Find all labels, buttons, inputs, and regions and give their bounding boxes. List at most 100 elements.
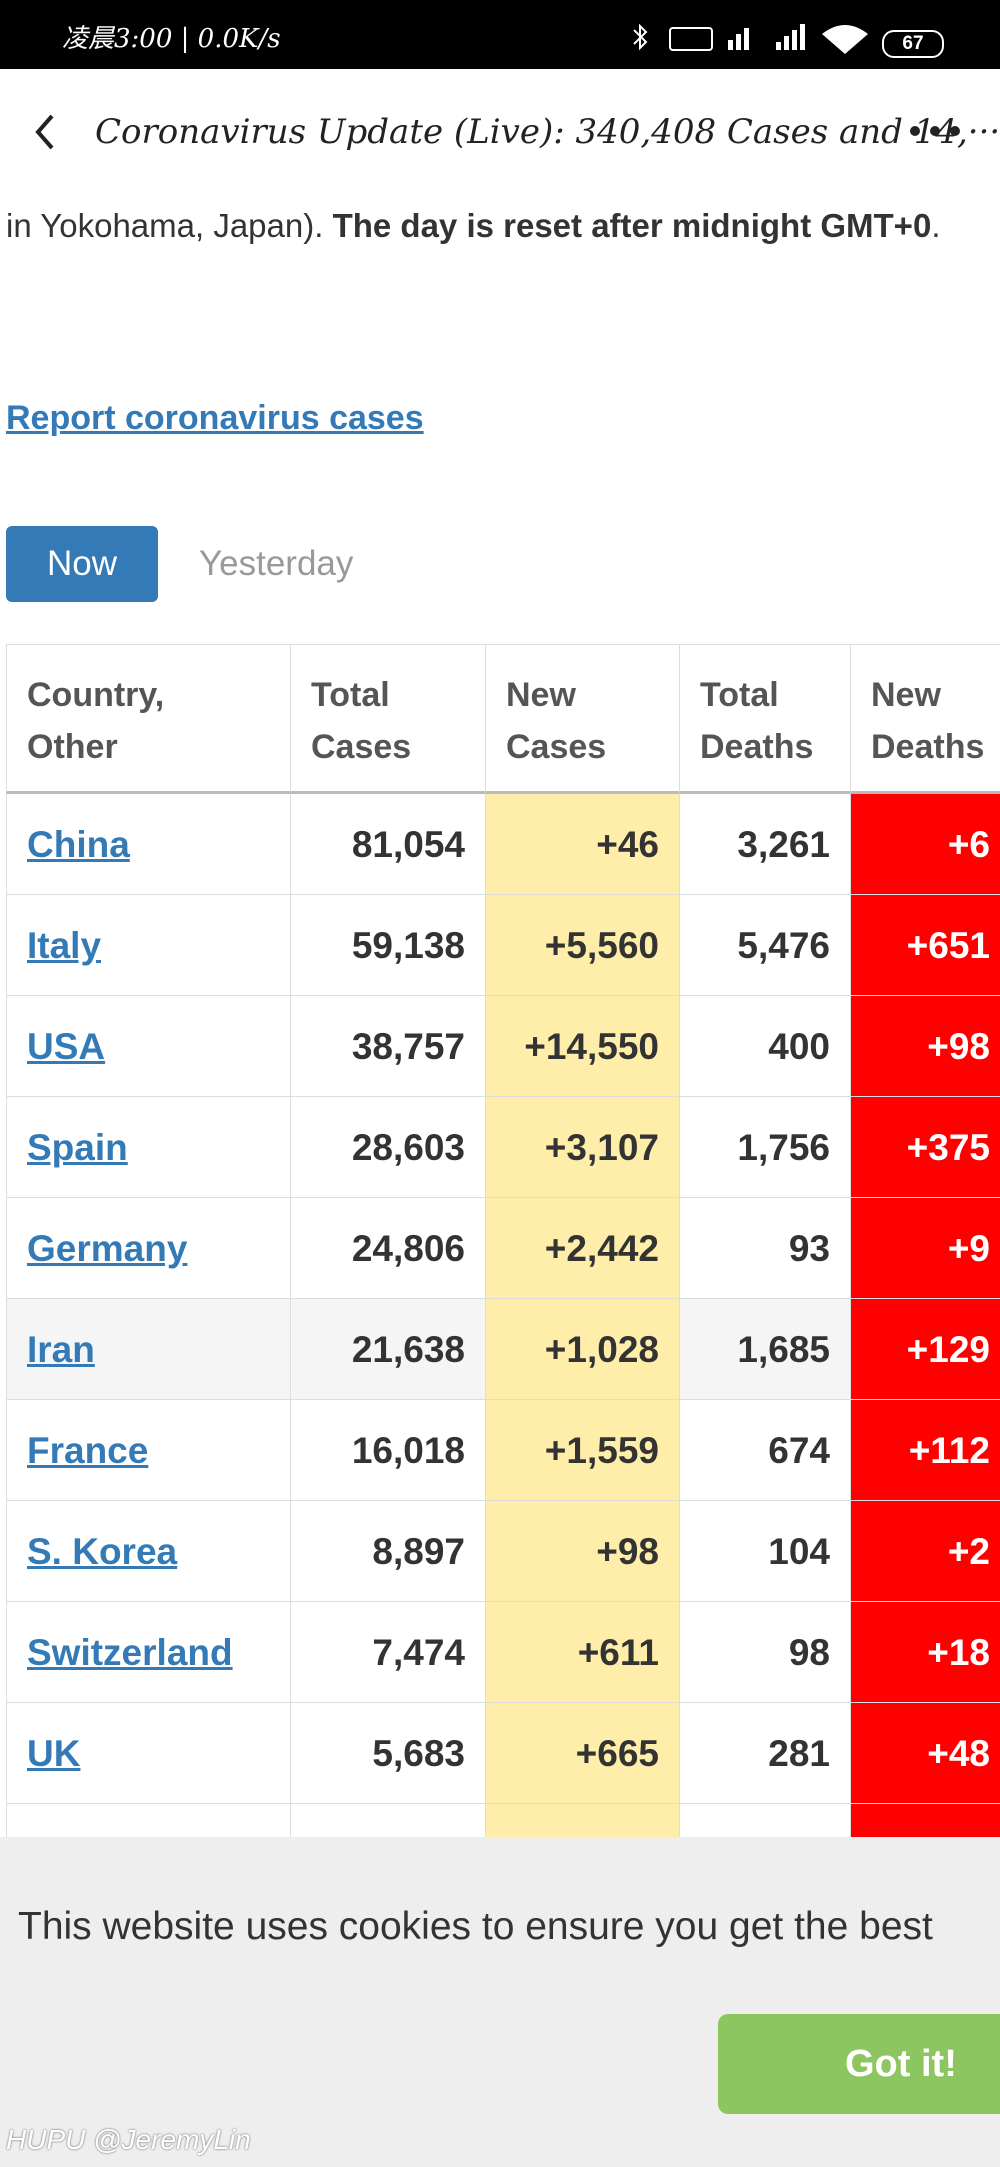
- cell-value: +112: [908, 1430, 990, 1471]
- number-cell: +46: [486, 794, 680, 895]
- intro-bold: The day is reset after midnight GMT+0: [332, 207, 932, 244]
- number-cell: +98: [851, 996, 1000, 1097]
- status-text: 凌晨3:00 | 0.0K/s: [62, 24, 281, 54]
- number-cell: +9: [851, 1198, 1000, 1299]
- cell-value: +98: [927, 1026, 990, 1067]
- number-cell: 38,757: [291, 996, 486, 1097]
- country-link[interactable]: Switzerland: [6, 1602, 291, 1703]
- cell-value: +98: [596, 1531, 659, 1572]
- cell-value: +2: [947, 1531, 990, 1572]
- column-header: Total Deaths: [680, 644, 851, 794]
- number-cell: 21,638: [291, 1299, 486, 1400]
- column-header: New Deaths: [851, 644, 1000, 794]
- tab-yesterday[interactable]: Yesterday: [199, 544, 354, 583]
- tab-now[interactable]: Now: [6, 526, 158, 602]
- number-cell: +18: [851, 1602, 1000, 1703]
- cell-value: +46: [596, 824, 659, 865]
- cookie-text: This website uses cookies to ensure you …: [18, 1905, 933, 1948]
- number-cell: 98: [680, 1602, 851, 1703]
- number-cell: 674: [680, 1400, 851, 1501]
- country-link[interactable]: Germany: [6, 1198, 291, 1299]
- number-cell: 28,603: [291, 1097, 486, 1198]
- cell-value: +18: [927, 1632, 990, 1673]
- cell-value: 98: [788, 1632, 830, 1673]
- cell-value: 3,261: [737, 824, 830, 865]
- column-header: New Cases: [486, 644, 680, 794]
- back-button[interactable]: [30, 112, 60, 152]
- cell-value: +48: [927, 1733, 990, 1774]
- number-cell: +3,107: [486, 1097, 680, 1198]
- cell-value: 59,138: [351, 925, 465, 966]
- column-header: Country, Other: [6, 644, 291, 794]
- number-cell: +14,550: [486, 996, 680, 1097]
- number-cell: 16,018: [291, 1400, 486, 1501]
- number-cell: +2: [851, 1501, 1000, 1602]
- cell-value: 8,897: [372, 1531, 465, 1572]
- report-link[interactable]: Report coronavirus cases: [6, 399, 424, 437]
- cell-value: +129: [906, 1329, 990, 1370]
- intro-text: in Yokohama, Japan). The day is reset af…: [6, 196, 966, 256]
- data-table: Country, Other Total Cases New Cases Total …: [6, 644, 1000, 1837]
- cell-value: +651: [906, 925, 990, 966]
- country-name[interactable]: S. Korea: [27, 1531, 178, 1572]
- country-name[interactable]: Germany: [27, 1228, 188, 1269]
- number-cell: +665: [486, 1703, 680, 1804]
- partial-row-cell: [851, 1804, 1000, 1837]
- country-name[interactable]: USA: [27, 1026, 106, 1067]
- country-name[interactable]: Iran: [27, 1329, 95, 1370]
- number-cell: +651: [851, 895, 1000, 996]
- number-cell: 5,683: [291, 1703, 486, 1804]
- country-link[interactable]: Iran: [6, 1299, 291, 1400]
- number-cell: +375: [851, 1097, 1000, 1198]
- partial-row-cell: [486, 1804, 680, 1837]
- cell-value: +2,442: [544, 1228, 659, 1269]
- cell-value: +1,028: [544, 1329, 659, 1370]
- number-cell: 5,476: [680, 895, 851, 996]
- intro-plain: in Yokohama, Japan).: [6, 207, 333, 244]
- country-link[interactable]: USA: [6, 996, 291, 1097]
- cell-value: 7,474: [372, 1632, 465, 1673]
- number-cell: 1,756: [680, 1097, 851, 1198]
- number-cell: +2,442: [486, 1198, 680, 1299]
- number-cell: 7,474: [291, 1602, 486, 1703]
- watermark: HUPU @JeremyLin: [6, 2124, 251, 2155]
- cell-value: 21,638: [351, 1329, 465, 1370]
- cell-value: 38,757: [351, 1026, 465, 1067]
- more-button[interactable]: [908, 122, 962, 140]
- number-cell: 104: [680, 1501, 851, 1602]
- number-cell: 8,897: [291, 1501, 486, 1602]
- country-name[interactable]: Spain: [27, 1127, 128, 1168]
- number-cell: +1,028: [486, 1299, 680, 1400]
- country-name[interactable]: Italy: [27, 925, 102, 966]
- number-cell: +129: [851, 1299, 1000, 1400]
- country-name[interactable]: France: [27, 1430, 149, 1471]
- intro-end: .: [931, 207, 941, 244]
- country-link[interactable]: S. Korea: [6, 1501, 291, 1602]
- country-link[interactable]: UK: [6, 1703, 291, 1804]
- partial-row-cell: [680, 1804, 851, 1837]
- country-name[interactable]: China: [27, 824, 130, 865]
- country-name[interactable]: UK: [27, 1733, 81, 1774]
- cell-value: +1,559: [544, 1430, 659, 1471]
- status-bar: 凌晨3:00 | 0.0K/s 67: [0, 0, 1000, 69]
- cell-value: 5,476: [737, 925, 830, 966]
- cell-value: 81,054: [351, 824, 465, 865]
- country-name[interactable]: Switzerland: [27, 1632, 233, 1673]
- country-link[interactable]: France: [6, 1400, 291, 1501]
- country-link[interactable]: China: [6, 794, 291, 895]
- cell-value: 104: [768, 1531, 830, 1572]
- cell-value: 5,683: [372, 1733, 465, 1774]
- cell-value: 28,603: [351, 1127, 465, 1168]
- cookie-accept[interactable]: Got it!: [718, 2014, 1000, 2114]
- cell-value: 1,685: [737, 1329, 830, 1370]
- partial-row-cell: [6, 1804, 291, 1837]
- partial-row-cell: [291, 1804, 486, 1837]
- cell-value: 674: [768, 1430, 830, 1471]
- status-icons: [633, 23, 868, 54]
- country-link[interactable]: Italy: [6, 895, 291, 996]
- cell-value: +665: [575, 1733, 659, 1774]
- cell-value: 16,018: [351, 1430, 465, 1471]
- cell-value: +14,550: [524, 1026, 659, 1067]
- country-link[interactable]: Spain: [6, 1097, 291, 1198]
